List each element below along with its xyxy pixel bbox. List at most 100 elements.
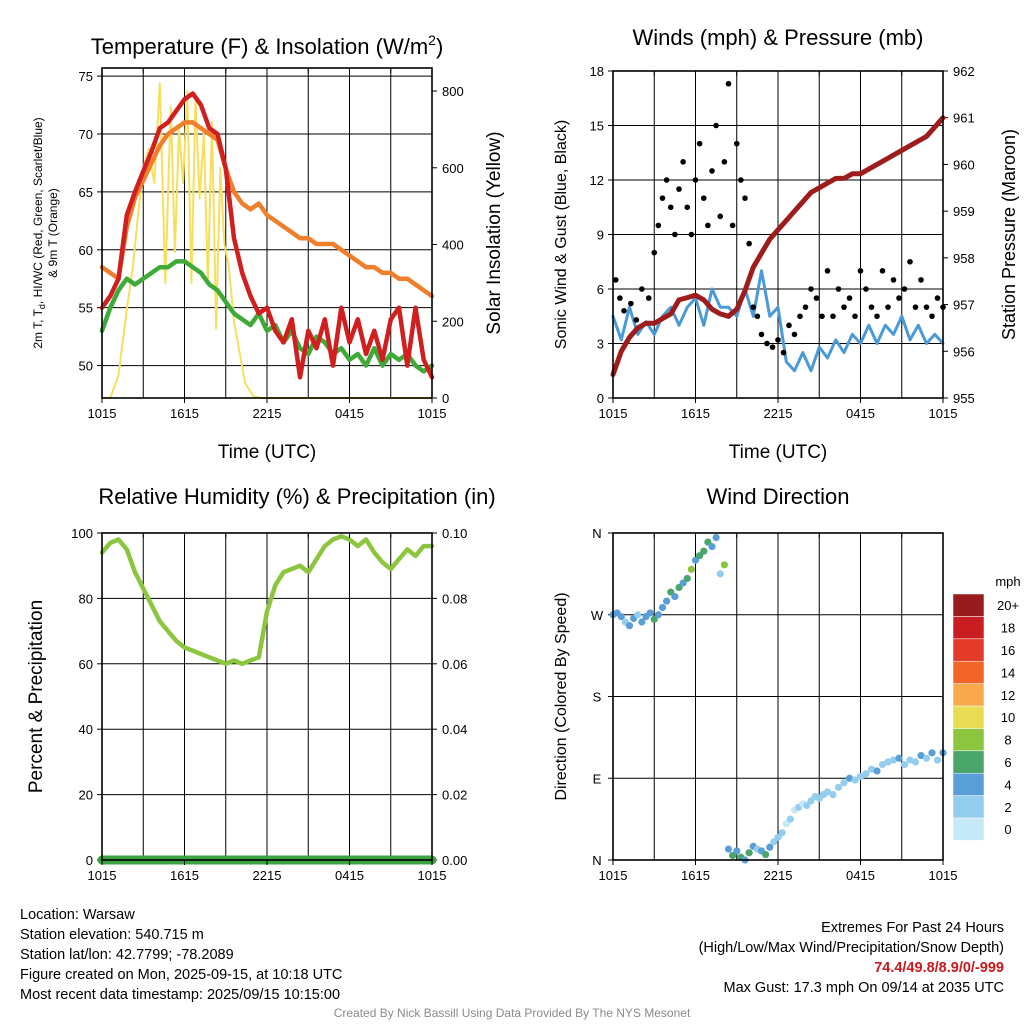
direction-point <box>884 758 892 766</box>
gust-point <box>918 277 924 283</box>
y-tick-label: 65 <box>79 185 93 200</box>
direction-point <box>933 756 942 764</box>
colorbar-label: 14 <box>1001 665 1015 680</box>
y-right-tick-label: 0.00 <box>442 853 467 868</box>
x-tick-label: 1615 <box>681 868 710 883</box>
gust-point <box>896 295 902 301</box>
direction-point <box>856 772 865 781</box>
direction-point <box>720 561 728 569</box>
direction-point <box>638 618 646 626</box>
gust-point <box>696 140 703 147</box>
colorbar-label: 6 <box>1004 755 1011 770</box>
colorbar-label: 12 <box>1001 688 1015 703</box>
gust-point <box>713 122 719 129</box>
y-right-tick-label: 961 <box>953 111 975 126</box>
colorbar-label: 0 <box>1004 822 1011 837</box>
y-tick-label: 0 <box>86 853 93 868</box>
gust-point <box>912 304 919 310</box>
gust-point <box>791 331 798 338</box>
gust-point <box>709 168 715 174</box>
chart-title-main: Temperature (F) & Insolation (W/m <box>91 34 428 59</box>
gust-point <box>672 231 678 238</box>
x-tick-label: 0415 <box>335 868 364 883</box>
rh-precip-panel: 0 20 40 60 80 100 0.00 0.02 0.04 0.06 0.08 0.10 1015… <box>26 484 496 883</box>
direction-point <box>708 543 716 551</box>
direction-point <box>745 849 753 857</box>
station-info: Location: Warsaw Station elevation: 540.… <box>20 905 342 1005</box>
y-right-tick-label: 800 <box>442 84 464 99</box>
gust-point <box>612 277 619 283</box>
y-right-tick-label: 0 <box>442 391 449 406</box>
direction-point <box>845 774 854 782</box>
gust-point <box>841 304 847 310</box>
direction-point <box>654 611 662 619</box>
y-tick-label: 75 <box>79 69 93 84</box>
direction-point <box>823 788 832 796</box>
direction-point <box>778 829 786 837</box>
x-tick-label: 2215 <box>253 406 282 421</box>
x-tick-label: 1015 <box>418 868 447 883</box>
y-right-tick-label: 0.06 <box>442 657 467 672</box>
y-right-tick-label: 600 <box>442 161 464 176</box>
max-gust: Max Gust: 17.3 mph On 09/14 at 2035 UTC <box>723 980 1004 996</box>
chart-title-superscript: 2 <box>428 32 436 48</box>
gust-point <box>775 337 781 343</box>
chart-title: Winds (mph) & Pressure (mb) <box>633 25 924 50</box>
gust-point <box>890 277 897 283</box>
y-tick-label: 60 <box>79 657 93 672</box>
gust-point <box>934 295 941 301</box>
y-right-tick-label: 200 <box>442 314 464 329</box>
colorbar-label: 2 <box>1004 800 1011 815</box>
gust-point <box>846 295 853 301</box>
y-right-tick-label: 960 <box>953 157 975 172</box>
direction-point <box>733 847 741 855</box>
chart-title: Wind Direction <box>706 484 849 509</box>
gust-point <box>824 268 831 274</box>
y-tick-label: 50 <box>79 359 93 374</box>
series-temp_9m <box>99 120 435 299</box>
direction-point <box>862 770 870 778</box>
direction-point <box>878 761 887 769</box>
y-axis-label-subscript: d <box>37 304 47 309</box>
gust-point <box>628 300 634 307</box>
x-tick-label: 1015 <box>418 406 447 421</box>
gust-point <box>645 295 652 301</box>
x-tick-label: 1615 <box>170 406 199 421</box>
gust-point <box>802 304 809 310</box>
gust-point <box>868 304 875 310</box>
gust-point <box>680 159 686 165</box>
y-axis-label-part: 2m T, T <box>31 308 45 348</box>
colorbar-label: 8 <box>1004 733 1011 748</box>
x-tick-label: 2215 <box>764 406 793 421</box>
gust-point <box>721 159 728 165</box>
direction-point <box>851 776 859 784</box>
y-tick-label: 55 <box>79 301 93 316</box>
gust-point <box>754 313 761 320</box>
gust-point <box>769 344 776 350</box>
gust-point <box>764 340 770 347</box>
x-tick-label: 0415 <box>846 406 875 421</box>
direction-point <box>617 612 625 621</box>
gust-point <box>700 195 707 201</box>
x-tick-label: 1015 <box>88 868 117 883</box>
colorbar-swatch <box>952 660 985 684</box>
x-axis-label: Time (UTC) <box>218 442 317 463</box>
direction-point <box>766 843 774 851</box>
y-tick-label: 20 <box>79 788 93 803</box>
y-tick-label: 3 <box>597 337 604 352</box>
x-tick-label: 1615 <box>170 868 199 883</box>
gust-point <box>808 286 814 292</box>
y-axis-label: 2m T, Td, HI/WC (Red, Green, Scarlet/Blu… <box>31 117 47 348</box>
y-right-tick-label: 956 <box>953 344 975 359</box>
y-tick-label: N <box>592 853 601 868</box>
direction-point <box>900 761 909 769</box>
extremes-subtitle: (High/Low/Max Wind/Precipitation/Snow De… <box>698 940 1004 956</box>
direction-point <box>906 756 914 764</box>
gust-point <box>659 195 666 201</box>
direction-point <box>658 603 667 612</box>
direction-point <box>911 758 920 766</box>
direction-point <box>687 565 695 573</box>
series-temp_2m <box>99 91 435 380</box>
gust-point <box>705 222 711 229</box>
